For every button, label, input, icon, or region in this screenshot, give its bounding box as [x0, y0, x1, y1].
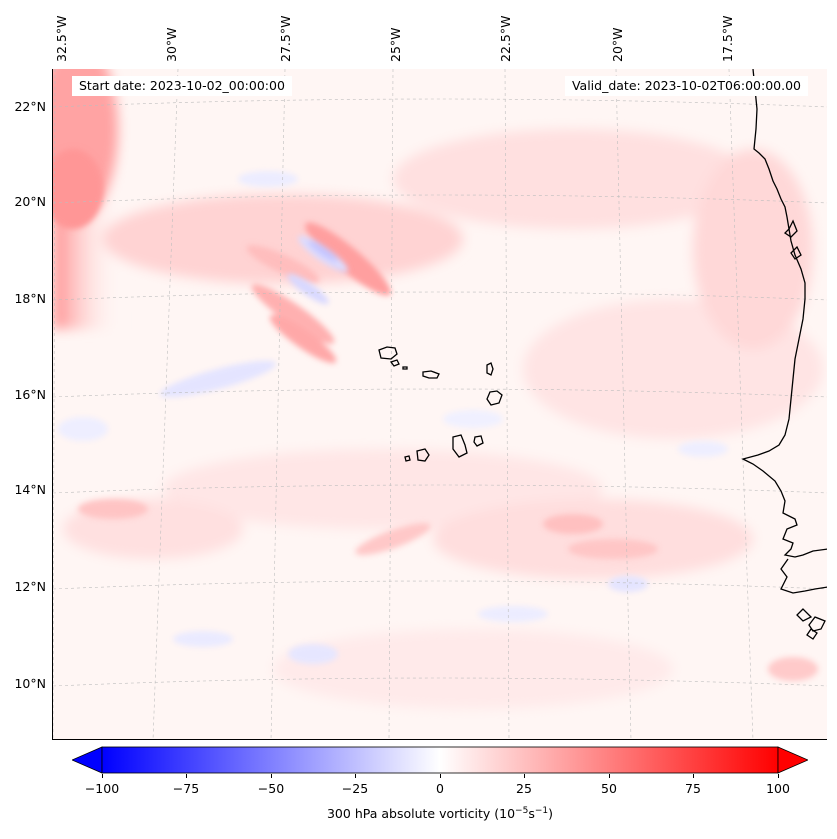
- colorbar-tick: [693, 774, 694, 778]
- colorbar-units-exp1: −5: [515, 806, 529, 816]
- colorbar-tick-label: −50: [257, 781, 285, 796]
- lon-label-17-5w: 17.5°W: [720, 15, 735, 62]
- colorbar-tick: [355, 774, 356, 778]
- start-date-label: Start date: 2023-10-02_00:00:00: [72, 76, 292, 96]
- positive-vorticity-broad: [53, 69, 823, 709]
- colorbar-tick-label: −75: [172, 781, 200, 796]
- colorbar-tick-label: 0: [436, 781, 444, 796]
- lon-label-25w: 25°W: [388, 27, 403, 62]
- lon-label-20w: 20°W: [610, 27, 625, 62]
- colorbar-tick: [186, 774, 187, 778]
- colorbar-tick-label: 75: [685, 781, 701, 796]
- lat-label-10n: 10°N: [14, 676, 46, 691]
- valid-date-label: Valid_date: 2023-10-02T06:00:00.00: [564, 76, 808, 96]
- colorbar-high-extend: [777, 746, 810, 774]
- colorbar: [70, 746, 810, 774]
- lon-label-22-5w: 22.5°W: [498, 15, 513, 62]
- positive-vorticity-streaks: [53, 149, 818, 681]
- cape-verde-islands: [378, 346, 503, 462]
- colorbar-units-mid: s: [528, 806, 535, 822]
- colorbar-tick-label: 50: [601, 781, 617, 796]
- colorbar-tick: [440, 774, 441, 778]
- lat-label-18n: 18°N: [14, 291, 46, 306]
- colorbar-gradient: [101, 746, 779, 774]
- colorbar-svg: [70, 746, 810, 774]
- colorbar-units-prefix: (10: [494, 806, 516, 822]
- africa-coastline: [741, 69, 827, 640]
- colorbar-tick-label: −100: [84, 781, 120, 796]
- map-canvas: [53, 69, 827, 739]
- colorbar-tick: [778, 774, 779, 778]
- colorbar-tick-label: 100: [766, 781, 790, 796]
- colorbar-tick-label: −25: [341, 781, 369, 796]
- lon-label-27-5w: 27.5°W: [278, 15, 293, 62]
- negative-vorticity: [58, 171, 728, 664]
- lat-label-20n: 20°N: [14, 194, 46, 209]
- lon-label-32-5w: 32.5°W: [54, 15, 69, 62]
- lat-label-16n: 16°N: [14, 387, 46, 402]
- vorticity-map: [52, 69, 827, 740]
- colorbar-low-extend: [70, 746, 103, 774]
- colorbar-units-suffix: ): [548, 806, 554, 822]
- lat-label-22n: 22°N: [14, 99, 46, 114]
- colorbar-label: 300 hPa absolute vorticity (10−5s−1): [0, 806, 837, 821]
- colorbar-tick: [609, 774, 610, 778]
- colorbar-tick: [102, 774, 103, 778]
- colorbar-tick: [524, 774, 525, 778]
- lat-label-14n: 14°N: [14, 482, 46, 497]
- graticule: [53, 69, 827, 739]
- colorbar-variable: 300 hPa absolute vorticity: [326, 806, 491, 822]
- lat-label-12n: 12°N: [14, 579, 46, 594]
- colorbar-units-exp2: −1: [534, 806, 549, 816]
- lon-label-30w: 30°W: [164, 27, 179, 62]
- colorbar-tick-label: 25: [516, 781, 532, 796]
- colorbar-tick: [271, 774, 272, 778]
